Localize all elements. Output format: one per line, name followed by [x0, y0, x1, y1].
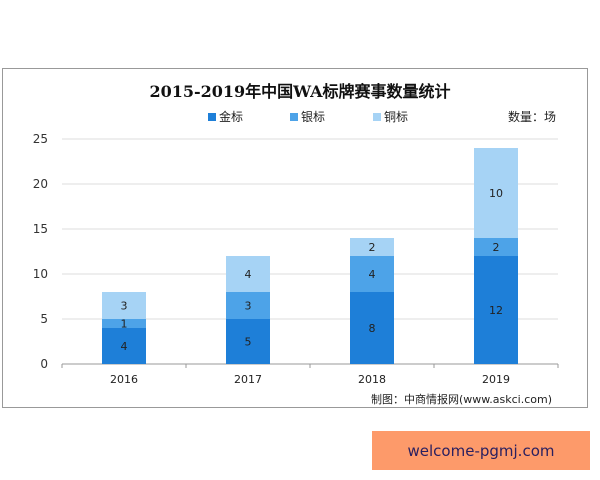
data-label: 4 — [121, 340, 128, 353]
legend-label: 金标 — [219, 110, 244, 124]
legend-label: 银标 — [301, 110, 326, 124]
y-tick-label: 0 — [40, 357, 48, 371]
data-label: 4 — [369, 268, 376, 281]
chart-frame — [2, 68, 588, 408]
data-label: 3 — [121, 300, 128, 313]
data-label: 2 — [369, 241, 376, 254]
legend-item-gold: 金标 — [208, 108, 243, 125]
data-label: 2 — [493, 241, 500, 254]
y-tick-label: 10 — [33, 267, 48, 281]
y-tick-label: 20 — [33, 177, 48, 191]
bar-铜标-2019 — [474, 148, 518, 238]
y-tick-label: 25 — [33, 132, 48, 146]
data-label: 8 — [369, 322, 376, 335]
legend-swatch — [290, 112, 298, 121]
source-credit: 制图：中商情报网(www.askci.com) — [371, 393, 552, 406]
legend-label: 铜标 — [384, 110, 409, 124]
bar-银标-2019 — [474, 238, 518, 256]
bar-金标-2019 — [474, 256, 518, 364]
bar-金标-2017 — [226, 319, 270, 364]
legend-item-silver: 银标 — [290, 108, 325, 125]
data-label: 4 — [245, 268, 252, 281]
data-label: 12 — [489, 304, 503, 317]
site-banner[interactable]: welcome-pgmj.com — [372, 431, 590, 470]
bar-金标-2018 — [350, 292, 394, 364]
data-label: 10 — [489, 187, 503, 200]
bar-铜标-2018 — [350, 238, 394, 256]
data-label: 1 — [121, 318, 128, 331]
x-tick-label: 2018 — [358, 373, 386, 386]
bar-银标-2016 — [102, 319, 146, 328]
bar-银标-2017 — [226, 292, 270, 319]
unit-label: 数量：场 — [508, 110, 557, 124]
data-label: 3 — [245, 300, 252, 313]
bar-铜标-2017 — [226, 256, 270, 292]
bar-铜标-2016 — [102, 292, 146, 319]
legend-item-bronze: 铜标 — [373, 108, 408, 125]
chart-title: 2015-2019年中国WA标牌赛事数量统计 — [149, 82, 451, 101]
x-tick-label: 2017 — [234, 373, 262, 386]
y-tick-label: 15 — [33, 222, 48, 236]
legend-swatch — [373, 112, 381, 121]
bar-银标-2018 — [350, 256, 394, 292]
x-tick-label: 2016 — [110, 373, 138, 386]
y-tick-label: 5 — [40, 312, 48, 326]
legend-swatch — [208, 112, 216, 121]
data-label: 5 — [245, 336, 252, 349]
bar-金标-2016 — [102, 328, 146, 364]
x-tick-label: 2019 — [482, 373, 510, 386]
